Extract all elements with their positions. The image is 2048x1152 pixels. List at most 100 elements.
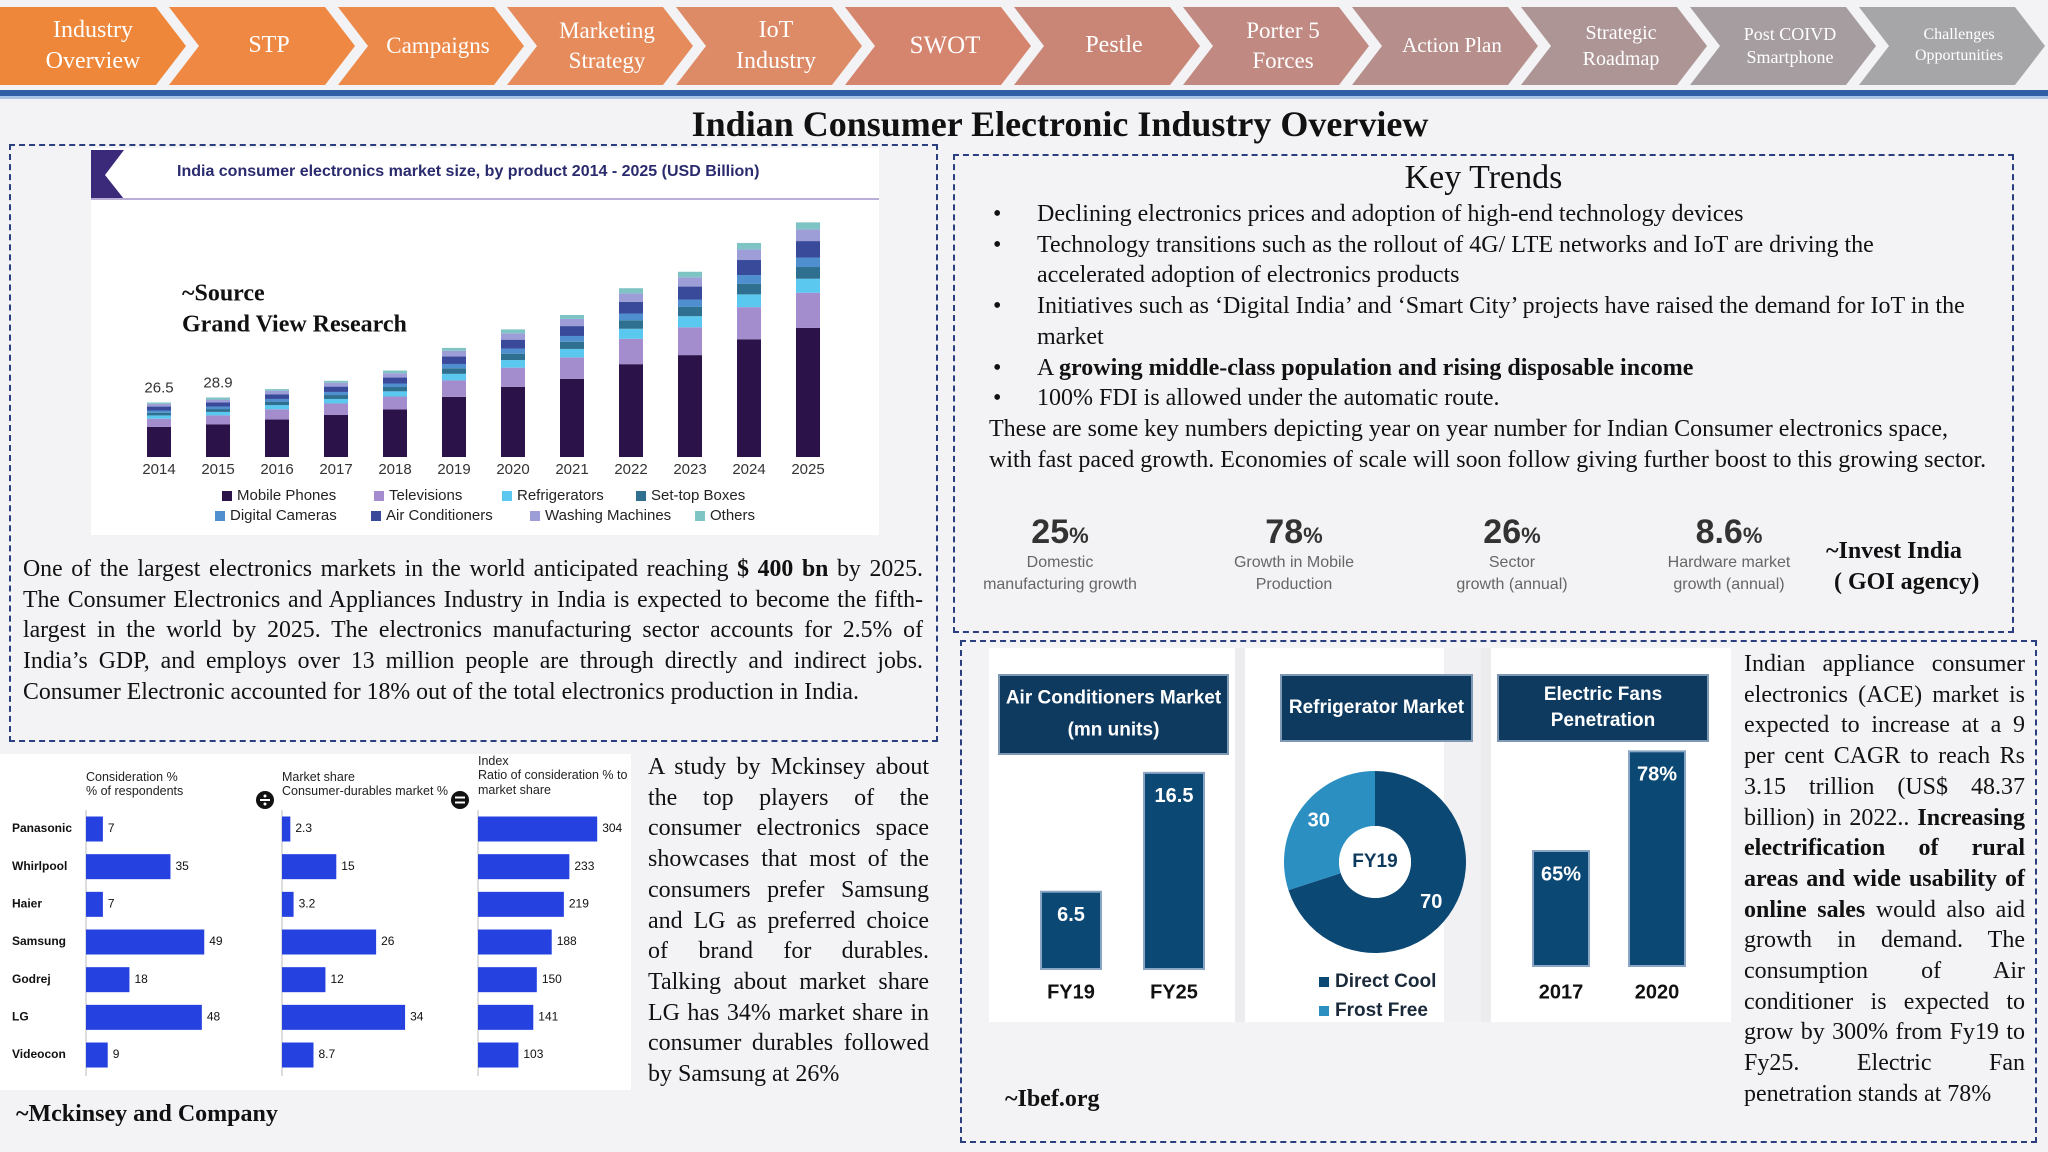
key-trends-text: These are some key numbers depicting yea…	[989, 416, 1987, 473]
nav-label[interactable]: IoT Industry	[736, 16, 816, 74]
legend-label: Mobile Phones	[237, 487, 336, 504]
nav-tab[interactable]: Challenges Opportunities	[1859, 7, 2045, 85]
market-chart: India consumer electronics market size, …	[91, 148, 879, 535]
panel-title: Index	[478, 754, 509, 768]
donut-hole	[1339, 826, 1411, 898]
slice-label: 70	[1420, 891, 1442, 913]
divide-icon	[263, 794, 267, 798]
value-label: 7	[108, 897, 115, 911]
stat-caption: Hardware market	[1667, 554, 1791, 571]
stat-unit: %	[1303, 523, 1323, 548]
text-run: 100% FDI is allowed under the automatic …	[1037, 385, 1500, 412]
bullet: Declining electronics prices and adoptio…	[993, 199, 1978, 230]
bar	[86, 854, 171, 880]
bar-segment	[383, 373, 407, 378]
value-label: 18	[134, 972, 148, 986]
nav-tab[interactable]: IoT Industry	[676, 7, 862, 85]
stat-unit: %	[1069, 523, 1089, 548]
bar-segment	[383, 387, 407, 392]
x-tick-label: 2024	[732, 461, 765, 478]
bar-segment	[619, 320, 643, 329]
bar	[282, 891, 294, 917]
nav-tab[interactable]: Campaigns	[338, 7, 524, 85]
bar-segment	[147, 403, 171, 407]
bar	[478, 891, 564, 917]
bar	[1628, 750, 1686, 968]
nav-tab[interactable]: Porter 5 Forces	[1183, 7, 1369, 85]
bar-segment	[678, 299, 702, 307]
nav-tab[interactable]: Strategic Roadmap	[1521, 7, 1707, 85]
value-label: 2.3	[295, 821, 312, 835]
bar-segment	[265, 398, 289, 402]
legend-swatch	[695, 511, 705, 521]
donut-slice	[1283, 771, 1375, 891]
nav-tab[interactable]: Industry Overview	[0, 7, 186, 85]
bar-segment	[442, 347, 466, 351]
bar-segment	[442, 350, 466, 357]
bar-segment	[442, 373, 466, 381]
nav-label[interactable]: STP	[248, 32, 290, 59]
nav-label[interactable]: SWOT	[909, 31, 981, 59]
bar-segment	[619, 364, 643, 457]
bar-segment	[560, 341, 584, 349]
nav-label[interactable]: Strategic Roadmap	[1582, 22, 1660, 70]
nav-label[interactable]: Porter 5 Forces	[1246, 18, 1320, 73]
bar-segment	[737, 283, 761, 295]
bar-segment	[324, 391, 348, 396]
legend-label: Refrigerators	[517, 487, 604, 504]
legend-label: Air Conditioners	[386, 507, 493, 524]
bar-segment	[206, 406, 230, 410]
nav-tab[interactable]: Post COIVD Smartphone	[1690, 7, 1876, 85]
brands-text: A study by Mckinsey about the top player…	[648, 754, 929, 1088]
bar-segment	[147, 426, 171, 457]
x-tick-label: 2018	[378, 461, 411, 478]
bar-segment	[678, 306, 702, 317]
nav-tab[interactable]: Marketing Strategy	[507, 7, 693, 85]
legend-swatch	[636, 491, 646, 501]
bar-segment	[147, 402, 171, 404]
bar-segment	[619, 338, 643, 365]
nav-tab[interactable]: Pestle	[1014, 7, 1200, 85]
nav-label[interactable]: Campaigns	[386, 33, 490, 59]
nav-label[interactable]: Pestle	[1085, 32, 1143, 59]
value-label: 188	[557, 934, 577, 948]
stat-caption: Growth in Mobile	[1233, 554, 1355, 571]
bar-segment	[737, 294, 761, 308]
overview-box	[9, 144, 938, 742]
nav-tab[interactable]: STP	[169, 7, 355, 85]
value-label: 15	[341, 859, 355, 873]
bar	[478, 1004, 534, 1030]
total-label: 26.5	[144, 379, 173, 396]
legend-swatch	[1319, 977, 1329, 987]
nav-label[interactable]: Action Plan	[1402, 33, 1502, 58]
stat-value-row: 8.6%	[1614, 513, 1844, 552]
nav-tab[interactable]: SWOT	[845, 7, 1031, 85]
chart-title: Refrigerator Market	[1289, 697, 1465, 718]
source-name: Grand View Research	[182, 312, 407, 338]
bar-segment	[442, 396, 466, 457]
bar	[1143, 771, 1205, 971]
bar	[478, 967, 537, 993]
bar	[86, 816, 103, 842]
nav-tab[interactable]: Action Plan	[1352, 7, 1538, 85]
appliances-box	[960, 640, 2037, 1143]
slice-label: 30	[1308, 809, 1330, 831]
bar-segment	[737, 307, 761, 340]
stat-value: 25	[1031, 513, 1070, 551]
bar-segment	[560, 348, 584, 358]
nav-label[interactable]: Marketing Strategy	[559, 18, 655, 73]
nav-label[interactable]: Challenges Opportunities	[1915, 26, 2003, 64]
value-label: 16.5	[1155, 785, 1194, 807]
bar-segment	[265, 401, 289, 406]
stat-caption: growth (annual)	[1673, 576, 1785, 593]
stat-value: 26	[1483, 513, 1522, 551]
bar-segment	[442, 363, 466, 369]
bold-text: growing middle-class population and risi…	[1059, 354, 1694, 381]
bar-segment	[324, 395, 348, 399]
nav-label[interactable]: Industry Overview	[45, 16, 141, 74]
bar-segment	[678, 271, 702, 278]
nav-label[interactable]: Post COIVD Smartphone	[1743, 23, 1837, 67]
bold-text: Increasing electrification of rural area…	[1744, 804, 2025, 923]
donut-slice	[1288, 771, 1466, 953]
chart-title-box	[998, 674, 1229, 755]
